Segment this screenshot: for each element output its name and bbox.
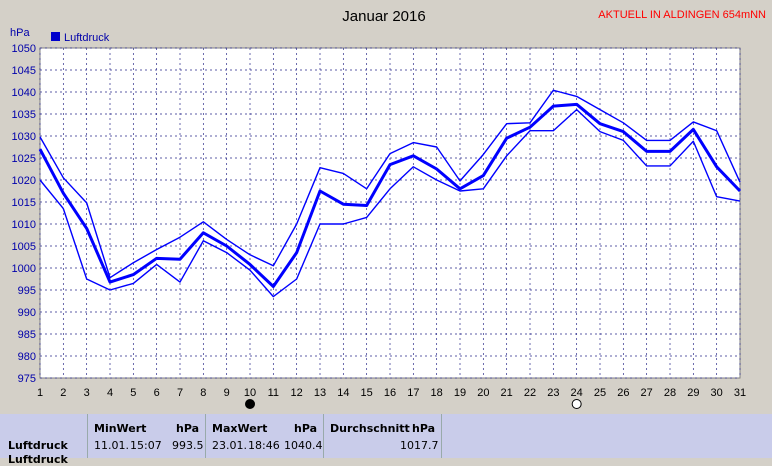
x-tick-label: 20	[477, 387, 489, 399]
chart-title: Januar 2016	[342, 8, 425, 25]
x-tick-label: 9	[224, 387, 230, 399]
y-tick-label: 1045	[12, 65, 36, 77]
x-tick-label: 10	[244, 387, 256, 399]
x-tick-label: 1	[37, 387, 43, 399]
max-unit: hPa	[294, 422, 318, 435]
y-tick-label: 980	[18, 351, 36, 363]
min-time: 15:07	[130, 439, 162, 452]
x-tick-label: 15	[361, 387, 373, 399]
avg-value-cell: Durchschnitt hPa 1017.7	[324, 414, 442, 458]
min-header: MinWert	[94, 422, 147, 435]
y-tick-label: 1050	[12, 43, 36, 55]
x-tick-label: 7	[177, 387, 183, 399]
y-tick-label: 1025	[12, 153, 36, 165]
max-date: 23.01.	[212, 439, 247, 452]
max-time: 18:46	[248, 439, 280, 452]
x-tick-labels: 1 2 3 4 5 6 7 8 9 10 11 12 13 14 15 16 17 18 19 20 21 22 23 24 2…	[37, 387, 746, 399]
max-value-cell: MaxWert hPa 23.01. 18:46 1040.4	[206, 414, 324, 458]
x-tick-label: 14	[337, 387, 349, 399]
y-axis-unit: hPa	[10, 27, 30, 39]
series-lines	[38, 89, 742, 298]
max-value: 1040.4	[284, 439, 323, 452]
avg-unit: hPa	[412, 422, 436, 435]
x-tick-label: 5	[130, 387, 136, 399]
min-value-cell: MinWert hPa 11.01. 15:07 993.5	[88, 414, 206, 458]
x-tick-label: 18	[431, 387, 443, 399]
x-tick-label: 16	[384, 387, 396, 399]
x-tick-label: 19	[454, 387, 466, 399]
y-tick-label: 990	[18, 307, 36, 319]
right-scrollbar[interactable]	[758, 40, 772, 414]
avg-value: 1017.7	[400, 439, 439, 452]
x-tick-label: 29	[687, 387, 699, 399]
x-tick-label: 26	[617, 387, 629, 399]
y-tick-labels: 975 980 985 990 995 1000 1005 1010 1015 1020 1025 1…	[12, 43, 36, 385]
x-tick-label: 8	[200, 387, 206, 399]
pressure-chart: Januar 2016 AKTUELL IN ALDINGEN 654mNN h…	[10, 8, 772, 414]
x-tick-label: 31	[734, 387, 746, 399]
station-label: AKTUELL IN ALDINGEN 654mNN	[598, 9, 766, 21]
x-tick-label: 11	[268, 387, 279, 399]
y-tick-label: 1020	[12, 175, 36, 187]
stats-row-label: Luftdruck	[8, 439, 68, 452]
min-unit: hPa	[176, 422, 200, 435]
y-tick-label: 995	[18, 285, 36, 297]
x-tick-label: 6	[154, 387, 160, 399]
y-tick-label: 1035	[12, 109, 36, 121]
series-line-min	[39, 108, 741, 298]
x-tick-label: 30	[711, 387, 723, 399]
x-tick-label: 2	[60, 387, 66, 399]
y-tick-label: 1010	[12, 219, 36, 231]
x-tick-label: 23	[547, 387, 559, 399]
y-tick-label: 975	[18, 373, 36, 385]
series-line-luftdruck	[38, 102, 742, 288]
stats-row-label-2: Luftdruck	[8, 453, 68, 466]
x-tick-label: 28	[664, 387, 676, 399]
x-tick-label: 17	[407, 387, 419, 399]
x-tick-label: 12	[291, 387, 303, 399]
x-tick-label: 24	[571, 387, 583, 399]
x-tick-label: 22	[524, 387, 536, 399]
stats-label-cell: Luftdruck Luftdruck	[0, 414, 88, 466]
grid-lines	[39, 47, 741, 379]
y-tick-label: 1040	[12, 87, 36, 99]
y-tick-label: 985	[18, 329, 36, 341]
min-date: 11.01.	[94, 439, 129, 452]
new-moon-icon	[245, 399, 255, 409]
full-moon-icon	[571, 399, 582, 409]
y-tick-label: 1015	[12, 197, 36, 209]
x-tick-label: 25	[594, 387, 606, 399]
x-tick-label: 13	[314, 387, 326, 399]
avg-header: Durchschnitt	[330, 422, 410, 435]
max-header: MaxWert	[212, 422, 268, 435]
y-tick-label: 1030	[12, 131, 36, 143]
min-value: 993.5	[172, 439, 204, 452]
moon-phases	[245, 399, 582, 409]
legend-swatch	[51, 32, 60, 41]
stats-panel: Luftdruck Luftdruck MinWert hPa 11.01. 1…	[0, 414, 772, 466]
legend-label: Luftdruck	[64, 32, 110, 44]
y-tick-label: 1005	[12, 241, 36, 253]
x-tick-label: 21	[501, 387, 513, 399]
x-tick-label: 3	[84, 387, 90, 399]
x-tick-label: 27	[641, 387, 653, 399]
series-line-max	[39, 89, 741, 279]
y-tick-label: 1000	[12, 263, 36, 275]
x-tick-label: 4	[107, 387, 113, 399]
